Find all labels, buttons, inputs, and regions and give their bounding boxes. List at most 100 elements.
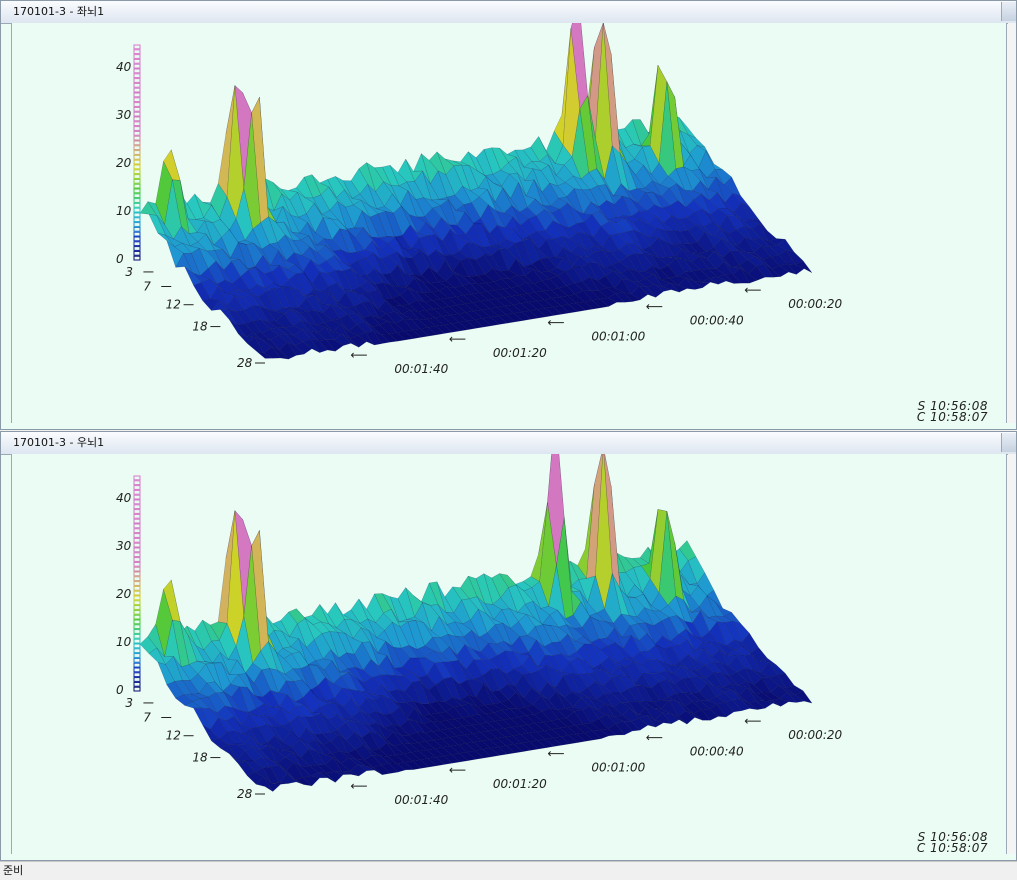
time-tick-label: 00:00:20 [788,728,842,742]
spectrogram-panel-right[interactable]: 170101-3 - 우뇌1 0 10 20 30 40 3 7 12 18 28 ⟵ 00:00:2… [0,431,1017,861]
scrollbar-edge[interactable] [1008,454,1016,854]
colorbar-segment [133,202,141,208]
surface-cell [458,751,477,761]
colorbar-segment [133,135,141,141]
surface-cell [669,282,688,293]
status-text: 준비 [3,864,24,877]
colorbar-segment [133,609,141,615]
colorbar-segment [133,222,141,227]
colorbar-segment [133,537,141,543]
colorbar-segment [133,236,141,242]
surface-cell [357,332,375,346]
colorbar-segment [133,150,141,155]
colorbar-segment [133,140,141,146]
colorbar-segment [133,63,141,69]
surface-cell [482,747,500,757]
colorbar-segment [133,241,141,247]
panel-title-bar[interactable]: 170101-3 - 우뇌1 [1,432,1016,455]
surface-cell [427,756,446,766]
colorbar-segment [133,198,141,203]
colorbar-segment [133,169,141,175]
z-axis-colorbar [133,475,141,692]
colorbar-segment [133,106,141,112]
colorbar-segment [133,44,141,50]
colorbar-segment [133,116,141,122]
colorbar-segment [133,509,141,514]
colorbar-segment [133,178,141,184]
time-tick-arrow: ⟵ [350,348,367,362]
z-tick-label: 30 [116,108,132,122]
time-tick-label: 00:01:40 [394,793,448,807]
surface-mesh [139,23,813,360]
colorbar-segment [133,154,141,160]
colorbar-segment [133,207,141,213]
surface-cell [586,454,604,579]
colorbar-segment [133,585,141,591]
colorbar-segment [133,557,141,562]
z-tick-label: 0 [116,252,124,266]
colorbar-segment [133,600,141,606]
colorbar-segment [133,485,141,490]
time-stamp: S 10:56:08 C 10:58:07 [916,831,988,855]
surface-cell [310,338,328,353]
spectrogram-panel-left[interactable]: 170101-3 - 좌뇌1 0 10 20 30 40 3 7 12 18 28 ⟵ 00:00:2… [0,0,1017,430]
depth-tick-label: 18 [192,751,208,765]
surface-cell [325,339,344,352]
colorbar-segment [133,250,141,256]
colorbar-segment [133,82,141,88]
time-tick-label: 00:01:20 [493,777,547,791]
depth-tick-label: 7 [143,711,151,725]
colorbar-segment [133,246,141,251]
colorbar-segment [133,662,141,668]
time-tick-arrow: ⟵ [547,747,564,761]
z-tick-label: 10 [116,204,132,218]
time-stamp: S 10:56:08 C 10:58:07 [916,399,988,424]
surface-mesh [139,454,813,792]
start-time-label: S 10:56:08 [917,399,988,413]
colorbar-segment [133,217,141,223]
surface-cell [591,729,610,739]
time-tick-arrow: ⟵ [646,299,663,313]
depth-tick-label: 12 [166,298,181,312]
surface-cell [716,274,734,284]
colorbar-segment [133,561,141,567]
surface-cell [708,703,727,718]
time-tick-arrow: ⟵ [646,730,663,744]
colorbar-segment [133,643,141,649]
colorbar-segment [133,576,141,582]
panel-title: 170101-3 - 좌뇌1 [13,5,105,18]
depth-tick-label: 12 [166,729,181,743]
surface-cell [716,701,735,718]
depth-tick-label: 28 [237,787,253,801]
surface-cell [427,325,446,335]
colorbar-segment [133,145,141,151]
surface-cell [748,265,766,281]
current-time-label: C 10:58:07 [916,410,988,424]
window-control-button[interactable] [1001,433,1016,452]
time-tick-label: 00:00:40 [690,313,744,327]
colorbar-segment [133,523,141,529]
colorbar-segment [133,629,141,634]
spectrogram-3d-plot: 0 10 20 30 40 37 12 18 28 ⟵ 00:00:20 ⟵ 00:00:40 ⟵ 00:0… [116,454,842,807]
time-tick-label: 00:00:40 [690,744,744,758]
status-bar: 준비 [0,861,1017,879]
colorbar-segment [133,58,141,64]
colorbar-segment [133,126,141,131]
scrollbar-edge[interactable] [1008,23,1016,423]
current-time-label: C 10:58:07 [916,841,988,855]
colorbar-segment [133,193,141,199]
time-tick-arrow: ⟵ [449,763,466,777]
surface-cell [372,764,391,775]
colorbar-segment [133,78,141,83]
panel-title-bar[interactable]: 170101-3 - 좌뇌1 [1,1,1016,24]
colorbar-segment [133,672,141,678]
colorbar-segment [133,475,141,481]
surface-cell [732,267,750,284]
z-tick-label: 30 [116,539,132,553]
colorbar-segment [133,533,141,538]
z-tick-label: 20 [116,156,132,170]
time-tick-arrow: ⟵ [744,283,761,297]
window-control-button[interactable] [1001,2,1016,21]
time-tick-arrow: ⟵ [350,779,367,793]
surface-cell [591,298,610,308]
